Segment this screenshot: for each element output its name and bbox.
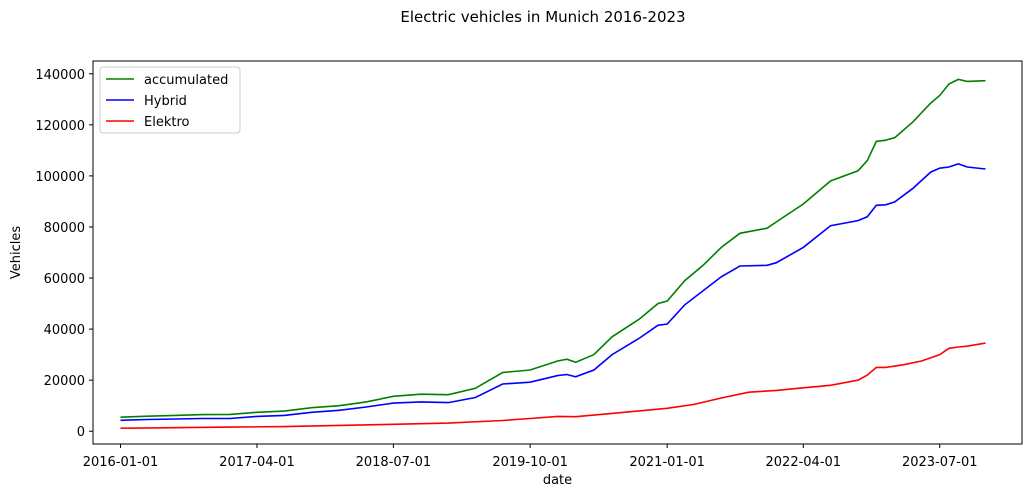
legend-label-accumulated: accumulated <box>144 73 228 88</box>
y-tick-label: 20000 <box>44 374 85 389</box>
plot-frame <box>92 60 1023 445</box>
x-tick-label: 2019-10-01 <box>492 455 568 470</box>
y-tick-label: 120000 <box>35 119 85 134</box>
x-tick-label: 2017-04-01 <box>219 455 295 470</box>
x-axis: 2016-01-01 2017-04-01 2018-07-01 2019-10-01… <box>83 444 978 470</box>
series-line-elektro <box>120 342 986 429</box>
y-axis-label: Vehicles <box>9 226 24 279</box>
chart-title: Electric vehicles in Munich 2016-2023 <box>400 8 685 26</box>
series-line-accumulated <box>120 78 986 418</box>
legend: accumulated Hybrid Elektro <box>99 66 241 134</box>
y-axis: 0 20000 40000 60000 80000 100000 120000 140000 <box>35 68 93 440</box>
y-tick-label: 0 <box>77 425 85 440</box>
x-tick-label: 2021-01-01 <box>629 455 705 470</box>
plot-area <box>120 78 986 429</box>
y-tick-label: 80000 <box>44 221 85 236</box>
x-tick-label: 2016-01-01 <box>83 455 159 470</box>
x-tick-label: 2023-07-01 <box>902 455 978 470</box>
x-tick-label: 2022-04-01 <box>766 455 842 470</box>
legend-box <box>99 66 241 134</box>
series-line-hybrid <box>120 163 986 422</box>
y-tick-label: 40000 <box>44 323 85 338</box>
legend-label-hybrid: Hybrid <box>144 94 187 109</box>
x-tick-label: 2018-07-01 <box>356 455 432 470</box>
y-tick-label: 60000 <box>44 272 85 287</box>
x-axis-label: date <box>543 473 572 488</box>
y-tick-label: 140000 <box>35 68 85 83</box>
y-tick-label: 100000 <box>35 170 85 185</box>
legend-label-elektro: Elektro <box>144 115 190 130</box>
